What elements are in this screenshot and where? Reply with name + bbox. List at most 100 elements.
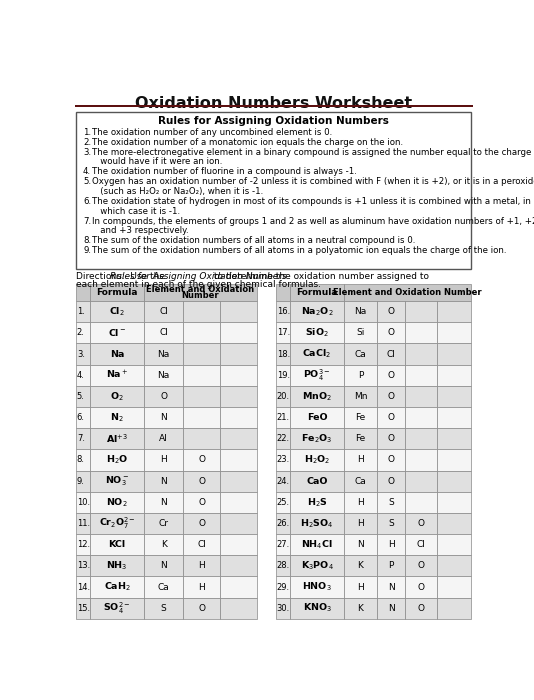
Text: NO$_3^-$: NO$_3^-$ bbox=[105, 475, 129, 488]
Bar bbox=[437, 365, 472, 386]
Bar bbox=[344, 386, 377, 407]
Text: MnO$_2$: MnO$_2$ bbox=[302, 390, 332, 402]
Bar bbox=[90, 598, 144, 619]
Text: P: P bbox=[388, 561, 394, 570]
Text: N$_2$: N$_2$ bbox=[111, 412, 124, 424]
Text: 9.: 9. bbox=[83, 246, 91, 256]
Text: 3.: 3. bbox=[83, 148, 91, 157]
Text: K: K bbox=[161, 540, 167, 550]
Text: 1.: 1. bbox=[83, 128, 91, 137]
Text: O: O bbox=[198, 456, 205, 465]
Bar bbox=[90, 365, 144, 386]
Text: Cl: Cl bbox=[387, 349, 396, 358]
Bar bbox=[144, 284, 257, 301]
Text: Formula: Formula bbox=[296, 288, 338, 298]
Text: NO$_2$: NO$_2$ bbox=[106, 496, 128, 509]
Bar bbox=[276, 284, 290, 301]
Text: Directions:  Use the: Directions: Use the bbox=[76, 272, 168, 281]
Text: H$_2$O: H$_2$O bbox=[106, 454, 128, 466]
Bar bbox=[76, 513, 90, 534]
Bar bbox=[183, 555, 220, 576]
Text: O: O bbox=[388, 307, 395, 316]
Text: 2.: 2. bbox=[77, 328, 85, 337]
Text: 5.: 5. bbox=[83, 177, 91, 186]
Bar bbox=[437, 534, 472, 555]
Bar bbox=[405, 491, 437, 513]
Bar bbox=[183, 322, 220, 344]
Text: O: O bbox=[388, 371, 395, 380]
Bar bbox=[144, 428, 183, 449]
Bar bbox=[220, 449, 257, 470]
Text: Cl: Cl bbox=[159, 328, 168, 337]
Text: 9.: 9. bbox=[77, 477, 85, 486]
Text: K: K bbox=[358, 561, 364, 570]
Text: Cl$_2$: Cl$_2$ bbox=[109, 305, 125, 318]
Bar bbox=[377, 534, 405, 555]
Text: Mn: Mn bbox=[354, 392, 367, 401]
Bar bbox=[290, 365, 344, 386]
Text: Fe: Fe bbox=[355, 434, 366, 443]
Bar bbox=[220, 365, 257, 386]
Text: FeO: FeO bbox=[307, 413, 327, 422]
Text: 14.: 14. bbox=[77, 582, 90, 592]
Bar bbox=[344, 322, 377, 344]
Bar bbox=[437, 513, 472, 534]
Bar bbox=[76, 113, 472, 269]
Text: N: N bbox=[388, 582, 395, 592]
Text: S: S bbox=[388, 519, 394, 528]
Bar bbox=[90, 470, 144, 491]
Bar bbox=[377, 513, 405, 534]
Bar bbox=[76, 322, 90, 344]
Bar bbox=[276, 449, 290, 470]
Bar bbox=[76, 491, 90, 513]
Bar bbox=[276, 513, 290, 534]
Text: Na: Na bbox=[355, 307, 367, 316]
Bar bbox=[183, 513, 220, 534]
Text: Ca: Ca bbox=[355, 477, 366, 486]
Bar bbox=[90, 555, 144, 576]
Bar bbox=[144, 407, 183, 428]
Text: 19.: 19. bbox=[277, 371, 290, 380]
Bar bbox=[405, 386, 437, 407]
Bar bbox=[144, 555, 183, 576]
Text: Na: Na bbox=[158, 371, 170, 380]
Bar bbox=[405, 534, 437, 555]
Text: Formula: Formula bbox=[96, 288, 138, 298]
Text: N: N bbox=[388, 603, 395, 612]
Text: Fe: Fe bbox=[355, 413, 366, 422]
Bar bbox=[220, 491, 257, 513]
Text: The oxidation number of any uncombined element is 0.: The oxidation number of any uncombined e… bbox=[92, 128, 333, 137]
Bar bbox=[90, 491, 144, 513]
Bar bbox=[220, 344, 257, 365]
Bar bbox=[377, 576, 405, 598]
Bar bbox=[344, 470, 377, 491]
Bar bbox=[344, 598, 377, 619]
Bar bbox=[183, 386, 220, 407]
Bar bbox=[344, 491, 377, 513]
Text: 16.: 16. bbox=[277, 307, 290, 316]
Text: K$_3$PO$_4$: K$_3$PO$_4$ bbox=[301, 559, 334, 572]
Bar bbox=[437, 386, 472, 407]
Text: each element in each of the given chemical formulas.: each element in each of the given chemic… bbox=[76, 280, 321, 289]
Text: O: O bbox=[388, 328, 395, 337]
Bar bbox=[437, 407, 472, 428]
Text: O: O bbox=[388, 392, 395, 401]
Text: O: O bbox=[388, 413, 395, 422]
Bar bbox=[344, 428, 377, 449]
Bar bbox=[183, 344, 220, 365]
Text: KNO$_3$: KNO$_3$ bbox=[303, 602, 332, 615]
Text: 4.: 4. bbox=[83, 167, 91, 176]
Bar bbox=[90, 513, 144, 534]
Bar bbox=[437, 344, 472, 365]
Text: Cl$^-$: Cl$^-$ bbox=[108, 328, 127, 338]
Bar bbox=[437, 555, 472, 576]
Bar bbox=[344, 365, 377, 386]
Bar bbox=[276, 365, 290, 386]
Bar bbox=[276, 386, 290, 407]
Bar bbox=[183, 449, 220, 470]
Bar bbox=[76, 428, 90, 449]
Bar bbox=[76, 301, 90, 322]
Text: Cr: Cr bbox=[159, 519, 169, 528]
Bar bbox=[344, 534, 377, 555]
Text: NH$_4$Cl: NH$_4$Cl bbox=[301, 538, 333, 551]
